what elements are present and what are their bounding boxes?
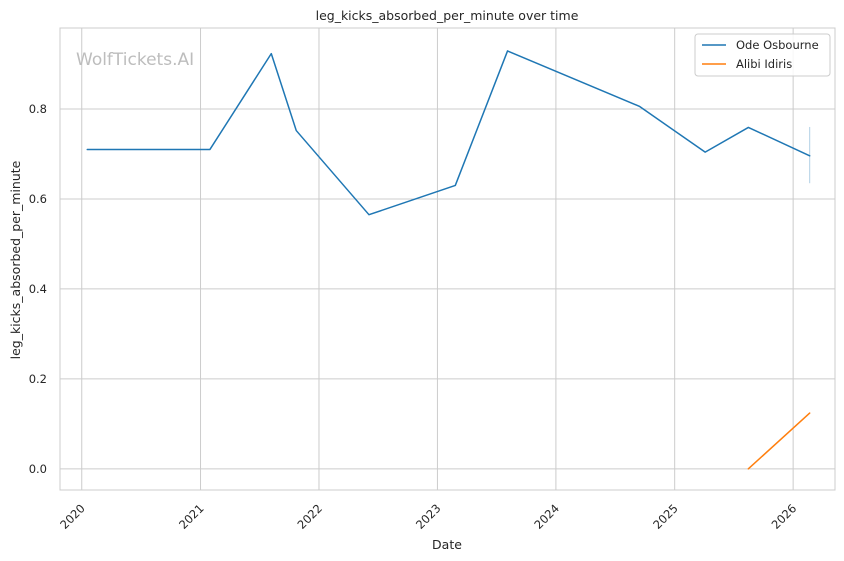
x-tick-label: 2025 <box>650 501 681 532</box>
x-tick-label: 2023 <box>413 501 444 532</box>
y-tick-label: 0.6 <box>29 192 47 206</box>
watermark: WolfTickets.AI <box>76 50 194 70</box>
y-axis-ticks: 0.0 0.2 0.4 0.6 0.8 <box>29 102 47 476</box>
y-tick-label: 0.8 <box>29 102 47 116</box>
x-tick-label: 2020 <box>57 501 88 532</box>
series-layer <box>86 50 811 470</box>
y-tick-label: 0.0 <box>29 462 47 476</box>
x-tick-label: 2024 <box>531 501 562 532</box>
y-axis-label: leg_kicks_absorbed_per_minute <box>8 160 23 359</box>
series-line <box>747 412 811 470</box>
legend-label: Alibi Idiris <box>736 57 792 71</box>
x-axis-label: Date <box>432 537 462 552</box>
grid-lines <box>60 28 835 490</box>
x-tick-label: 2021 <box>176 501 207 532</box>
y-tick-label: 0.4 <box>29 282 47 296</box>
plot-area <box>59 27 836 491</box>
legend-box <box>694 33 831 77</box>
x-axis-ticks: 2020 2021 2022 2023 2024 2025 2026 <box>57 501 799 532</box>
series-line <box>86 50 811 216</box>
legend-label: Ode Osbourne <box>736 38 819 52</box>
x-tick-label: 2022 <box>294 501 325 532</box>
chart-title: leg_kicks_absorbed_per_minute over time <box>316 8 579 23</box>
legend: Ode Osbourne Alibi Idiris <box>694 33 831 77</box>
x-tick-label: 2026 <box>769 501 800 532</box>
y-tick-label: 0.2 <box>29 372 47 386</box>
